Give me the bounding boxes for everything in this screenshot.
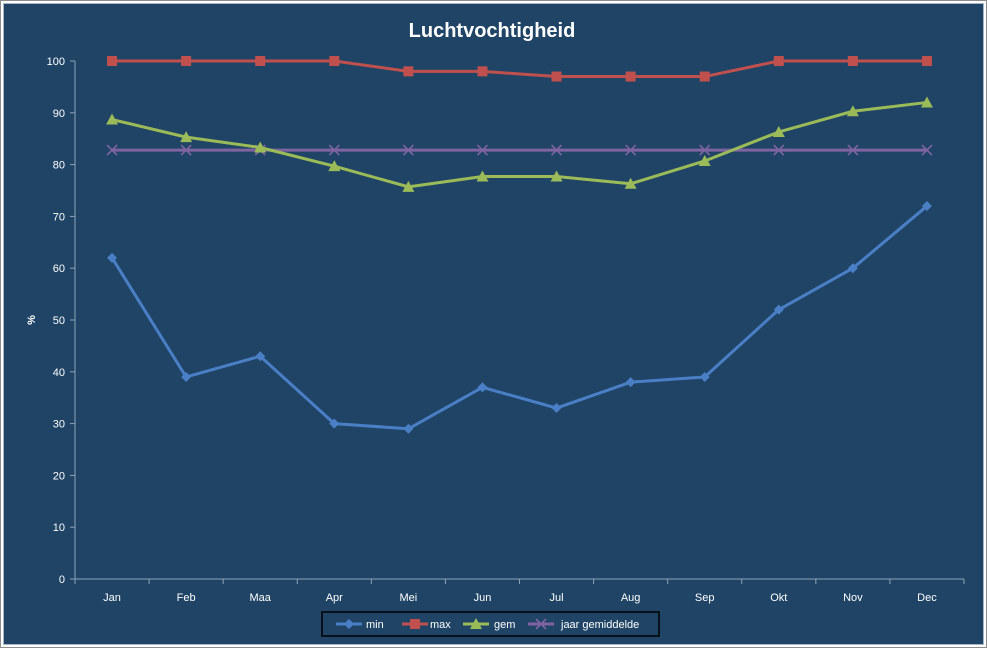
legend: min max gem jaar gemiddelde — [321, 611, 660, 637]
legend-marker-min — [344, 619, 354, 629]
x-tick-label-sep: Sep — [695, 592, 715, 604]
data-point-gem — [328, 160, 341, 172]
data-point-jaar-gemiddelde — [921, 144, 933, 156]
data-point-max — [551, 71, 562, 82]
data-point-jaar-gemiddelde — [476, 144, 489, 156]
data-point-gem — [846, 105, 859, 117]
data-point-gem — [624, 177, 637, 189]
legend-label-gem: gem — [494, 619, 515, 631]
legend-marker-jaar-gemiddelde — [535, 618, 547, 630]
data-point-max — [329, 56, 340, 66]
series-jaar-gemiddelde — [106, 144, 933, 156]
data-point-min — [107, 252, 118, 263]
series-line-max — [112, 59, 927, 79]
data-point-jaar-gemiddelde — [328, 144, 340, 156]
series-line-min — [110, 204, 928, 431]
x-tick-label-mei: Mei — [400, 592, 418, 604]
legend-marker-gem — [470, 618, 482, 629]
data-point-min — [699, 371, 710, 382]
axes: 0 10 20 30 40 50 60 70 80 90 100 Jan Feb Maa Apr Mei Jun… — [47, 56, 965, 604]
series-max — [107, 56, 932, 82]
data-point-max — [403, 66, 414, 77]
data-point-min — [477, 382, 488, 393]
x-tick-label-aug: Aug — [621, 592, 641, 604]
y-tick-label: 60 — [53, 263, 65, 275]
y-tick-label: 80 — [53, 160, 65, 172]
x-tick-label-jul: Jul — [550, 592, 564, 604]
data-point-min — [255, 351, 266, 362]
data-point-max — [773, 56, 784, 66]
data-point-gem — [254, 141, 267, 153]
legend-marker-max — [410, 619, 420, 629]
legend-label-max: max — [430, 619, 451, 631]
data-point-jaar-gemiddelde — [180, 144, 192, 156]
y-tick-label: 30 — [53, 419, 65, 431]
data-point-max — [477, 66, 488, 77]
x-tick-label-maa: Maa — [250, 592, 272, 604]
y-tick-label: 20 — [53, 470, 65, 482]
data-point-gem — [550, 170, 563, 182]
x-tick-label-dec: Dec — [917, 592, 937, 604]
y-tick-label: 100 — [47, 56, 65, 68]
series-layer — [106, 56, 933, 434]
series-line-gem — [111, 100, 928, 189]
data-point-max — [921, 56, 932, 66]
legend-label-jaar-gemiddelde: jaar gemiddelde — [560, 619, 639, 631]
data-point-gem — [698, 154, 711, 166]
data-point-gem — [772, 125, 785, 137]
data-point-max — [699, 71, 710, 82]
data-point-min — [847, 263, 858, 274]
x-tick-label-nov: Nov — [843, 592, 863, 604]
y-tick-label: 90 — [53, 108, 65, 120]
data-point-gem — [180, 131, 193, 143]
chart-title: Luchtvochtigheid — [409, 20, 576, 42]
y-tick-label: 70 — [53, 211, 65, 223]
x-tick-label-jun: Jun — [474, 592, 492, 604]
data-point-min — [773, 304, 784, 315]
data-point-gem — [476, 170, 489, 182]
x-tick-label-jan: Jan — [103, 592, 121, 604]
chart-area — [3, 3, 984, 645]
y-tick-label: 40 — [53, 367, 65, 379]
data-point-max — [625, 71, 636, 82]
data-point-jaar-gemiddelde — [402, 144, 414, 156]
data-point-gem — [106, 113, 119, 125]
data-point-min — [181, 371, 192, 382]
series-min — [107, 201, 932, 434]
data-point-min — [403, 423, 414, 434]
y-tick-label: 10 — [53, 522, 65, 534]
data-point-jaar-gemiddelde — [699, 144, 711, 156]
data-point-max — [181, 56, 192, 66]
data-point-min — [625, 377, 636, 388]
y-axis-label: % — [26, 315, 38, 325]
data-point-jaar-gemiddelde — [106, 144, 118, 156]
data-point-max — [847, 56, 858, 66]
y-tick-label: 50 — [53, 315, 65, 327]
series-gem — [106, 96, 933, 192]
x-tick-label-apr: Apr — [326, 592, 343, 604]
data-point-jaar-gemiddelde — [550, 144, 563, 156]
data-point-max — [107, 56, 118, 66]
data-point-jaar-gemiddelde — [847, 144, 859, 156]
x-tick-label-okt: Okt — [770, 592, 787, 604]
legend-box — [321, 611, 660, 637]
data-point-min — [329, 418, 340, 429]
x-tick-label-feb: Feb — [177, 592, 196, 604]
data-point-min — [551, 403, 562, 414]
data-point-min — [921, 201, 932, 212]
data-point-jaar-gemiddelde — [625, 144, 637, 156]
data-point-jaar-gemiddelde — [773, 144, 785, 156]
legend-label-min: min — [366, 619, 384, 631]
y-tick-label: 0 — [59, 574, 65, 586]
data-point-gem — [402, 180, 415, 192]
data-point-max — [255, 56, 266, 66]
data-point-gem — [920, 96, 933, 108]
